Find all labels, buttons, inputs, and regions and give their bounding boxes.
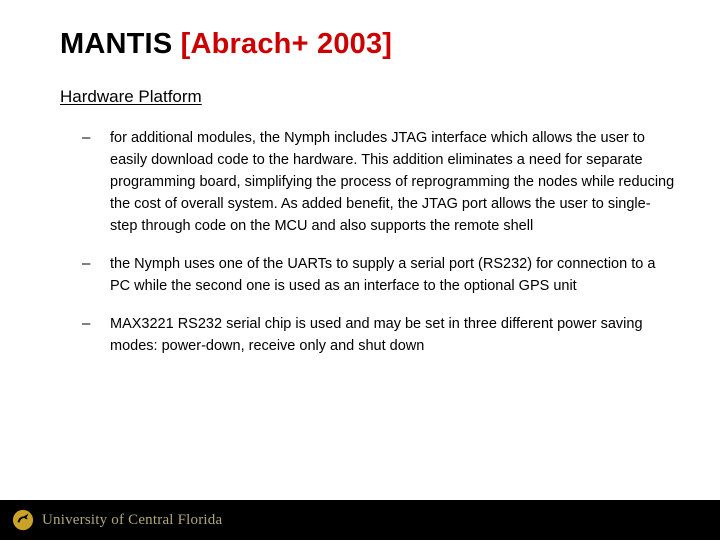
title-part-mantis: MANTIS [60, 28, 181, 60]
list-item: the Nymph uses one of the UARTs to suppl… [82, 253, 676, 297]
footer-bar: University of Central Florida [0, 500, 720, 540]
slide-title: MANTIS [Abrach+ 2003] [60, 28, 676, 61]
footer-text: University of Central Florida [42, 512, 222, 529]
slide-subtitle: Hardware Platform [60, 87, 676, 107]
pegasus-icon [12, 509, 34, 531]
bullet-list: for additional modules, the Nymph includ… [60, 127, 676, 357]
footer-logo-group: University of Central Florida [12, 509, 222, 531]
list-item: MAX3221 RS232 serial chip is used and ma… [82, 313, 676, 357]
title-part-citation: [Abrach+ 2003] [181, 28, 393, 60]
list-item: for additional modules, the Nymph includ… [82, 127, 676, 237]
slide: MANTIS [Abrach+ 2003] Hardware Platform … [0, 0, 720, 540]
